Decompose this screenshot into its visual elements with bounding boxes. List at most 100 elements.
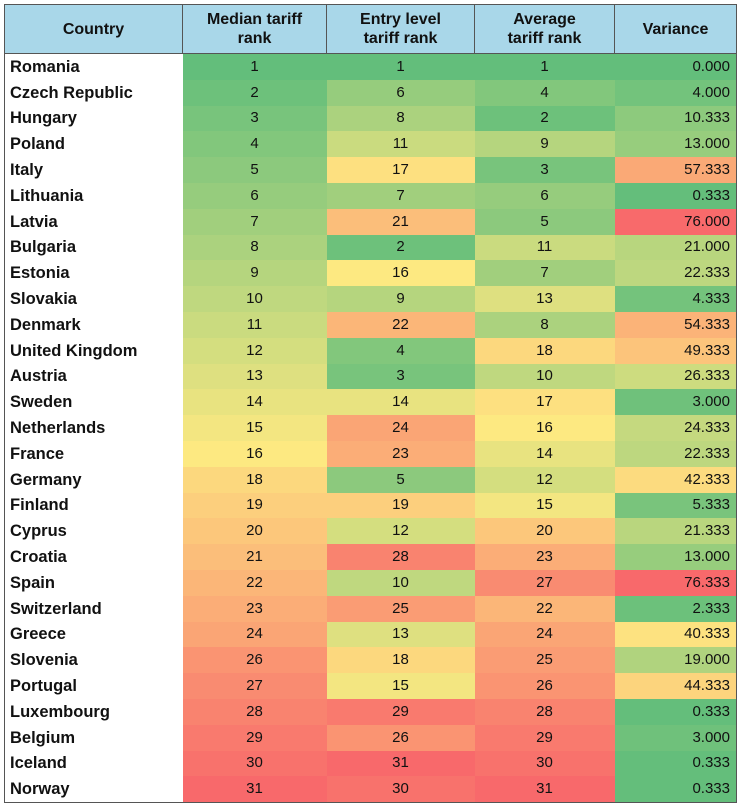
variance-cell: 4.000 [614, 79, 737, 106]
entry-rank-cell: 3 [326, 363, 475, 390]
entry-rank-cell: 17 [326, 157, 475, 183]
entry-rank-cell: 30 [326, 776, 475, 803]
header-median-line-1: Median tariff [206, 11, 303, 28]
table-row: Spain 22 10 27 76.333 [4, 569, 737, 596]
average-rank-cell: 27 [474, 569, 615, 596]
entry-rank-cell: 23 [326, 440, 475, 467]
median-rank-cell: 21 [182, 544, 327, 570]
country-cell: Greece [4, 621, 183, 648]
table-row: France 16 23 14 22.333 [4, 440, 737, 467]
entry-rank-cell: 28 [326, 544, 475, 570]
average-rank-cell: 1 [474, 53, 615, 80]
country-cell: Sweden [4, 389, 183, 416]
table-row: Netherlands 15 24 16 24.333 [4, 415, 737, 441]
median-rank-cell: 30 [182, 750, 327, 777]
variance-cell: 21.333 [614, 518, 737, 545]
average-rank-cell: 20 [474, 518, 615, 545]
average-rank-cell: 6 [474, 182, 615, 209]
average-rank-cell: 24 [474, 621, 615, 648]
table-row: Croatia 21 28 23 13.000 [4, 544, 737, 570]
variance-cell: 54.333 [614, 311, 737, 338]
table-row: Finland 19 19 15 5.333 [4, 492, 737, 519]
average-rank-cell: 25 [474, 647, 615, 674]
country-cell: Finland [4, 492, 183, 519]
table-row: Czech Republic 2 6 4 4.000 [4, 79, 737, 106]
header-average-line-2: tariff rank [507, 30, 582, 47]
variance-cell: 19.000 [614, 647, 737, 674]
variance-cell: 21.000 [614, 234, 737, 261]
entry-rank-cell: 13 [326, 621, 475, 648]
variance-cell: 0.333 [614, 182, 737, 209]
median-rank-cell: 19 [182, 492, 327, 519]
table-row: United Kingdom 12 4 18 49.333 [4, 337, 737, 364]
entry-rank-cell: 6 [326, 79, 475, 106]
header-median-line-2: rank [237, 30, 272, 47]
country-cell: Croatia [4, 544, 183, 570]
variance-cell: 76.000 [614, 208, 737, 235]
median-rank-cell: 29 [182, 724, 327, 751]
entry-rank-cell: 31 [326, 750, 475, 777]
entry-rank-cell: 10 [326, 569, 475, 596]
tariff-rank-table-container: Country Median tariff rank Entry level t… [4, 4, 737, 803]
country-cell: Hungary [4, 105, 183, 132]
country-cell: Romania [4, 53, 183, 80]
entry-rank-cell: 14 [326, 389, 475, 416]
average-rank-cell: 14 [474, 440, 615, 467]
entry-rank-cell: 9 [326, 286, 475, 312]
table-row: Italy 5 17 3 57.333 [4, 157, 737, 183]
average-rank-cell: 11 [474, 234, 615, 261]
average-rank-cell: 31 [474, 776, 615, 803]
variance-cell: 24.333 [614, 415, 737, 441]
average-rank-cell: 7 [474, 260, 615, 287]
entry-rank-cell: 4 [326, 337, 475, 364]
table-row: Hungary 3 8 2 10.333 [4, 105, 737, 132]
median-rank-cell: 3 [182, 105, 327, 132]
table-row: Switzerland 23 25 22 2.333 [4, 595, 737, 622]
average-rank-cell: 13 [474, 286, 615, 312]
median-rank-cell: 8 [182, 234, 327, 261]
median-rank-cell: 12 [182, 337, 327, 364]
median-rank-cell: 27 [182, 673, 327, 699]
header-average-line-1: Average [513, 11, 576, 28]
entry-rank-cell: 21 [326, 208, 475, 235]
header-entry-line-2: tariff rank [363, 30, 438, 47]
average-rank-cell: 22 [474, 595, 615, 622]
entry-rank-cell: 19 [326, 492, 475, 519]
table-row: Lithuania 6 7 6 0.333 [4, 182, 737, 209]
average-rank-cell: 17 [474, 389, 615, 416]
entry-rank-cell: 16 [326, 260, 475, 287]
tariff-rank-table: Country Median tariff rank Entry level t… [4, 4, 737, 803]
average-rank-cell: 23 [474, 544, 615, 570]
table-row: Slovakia 10 9 13 4.333 [4, 286, 737, 312]
variance-cell: 76.333 [614, 569, 737, 596]
average-rank-cell: 28 [474, 698, 615, 725]
table-row: Bulgaria 8 2 11 21.000 [4, 234, 737, 261]
country-cell: Netherlands [4, 415, 183, 441]
table-row: Germany 18 5 12 42.333 [4, 466, 737, 493]
variance-cell: 0.333 [614, 750, 737, 777]
average-rank-cell: 18 [474, 337, 615, 364]
variance-cell: 42.333 [614, 466, 737, 493]
table-row: Cyprus 20 12 20 21.333 [4, 518, 737, 545]
header-country-line-1: Country [62, 20, 125, 38]
variance-cell: 13.000 [614, 131, 737, 158]
country-cell: Italy [4, 157, 183, 183]
variance-cell: 26.333 [614, 363, 737, 390]
header-entry-level-tariff-rank: Entry level tariff rank [326, 4, 475, 54]
variance-cell: 10.333 [614, 105, 737, 132]
entry-rank-cell: 22 [326, 311, 475, 338]
country-cell: Czech Republic [4, 79, 183, 106]
average-rank-cell: 4 [474, 79, 615, 106]
country-cell: Denmark [4, 311, 183, 338]
variance-cell: 0.000 [614, 53, 737, 80]
header-average-tariff-rank: Average tariff rank [474, 4, 615, 54]
median-rank-cell: 31 [182, 776, 327, 803]
table-row: Iceland 30 31 30 0.333 [4, 750, 737, 777]
country-cell: Estonia [4, 260, 183, 287]
table-row: Denmark 11 22 8 54.333 [4, 311, 737, 338]
median-rank-cell: 15 [182, 415, 327, 441]
header-variance-line-1: Variance [642, 20, 709, 38]
median-rank-cell: 11 [182, 311, 327, 338]
variance-cell: 4.333 [614, 286, 737, 312]
country-cell: Austria [4, 363, 183, 390]
